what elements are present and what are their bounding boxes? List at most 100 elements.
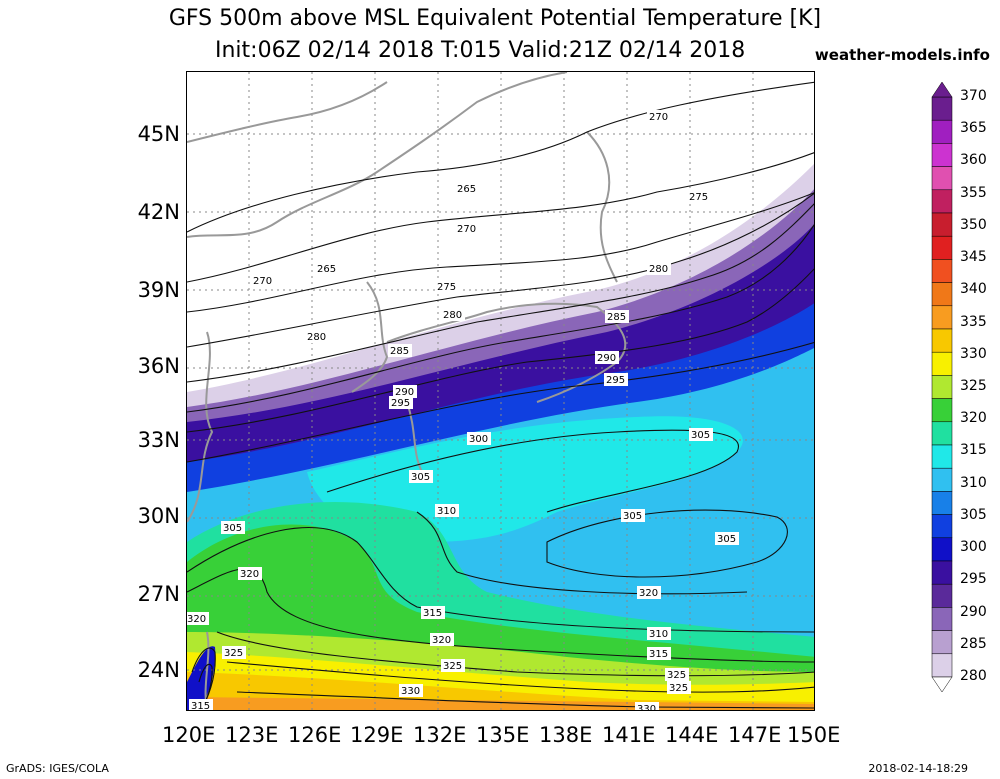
contour-label: 280 xyxy=(649,264,668,275)
contour-label: 325 xyxy=(667,670,686,681)
colorbar-swatch xyxy=(931,607,953,631)
colorbar-label: 280 xyxy=(960,668,987,684)
lon-label: 135E xyxy=(476,723,530,747)
contour-label: 300 xyxy=(469,434,488,445)
contour-label: 290 xyxy=(597,353,616,364)
contour-label: 320 xyxy=(639,588,658,599)
lat-label: 24N xyxy=(137,658,180,682)
lat-label: 45N xyxy=(137,122,180,146)
colorbar-swatch xyxy=(931,467,953,492)
contour-label: 315 xyxy=(191,701,210,711)
contour-label: 305 xyxy=(717,534,736,545)
colorbar-label: 295 xyxy=(960,571,987,588)
colorbar-swatch xyxy=(931,328,953,353)
contour-label: 270 xyxy=(457,224,476,235)
colorbar-swatch xyxy=(931,212,953,237)
colorbar-swatch xyxy=(931,259,953,283)
colorbar-swatch xyxy=(931,537,953,562)
contour-label: 305 xyxy=(691,430,710,441)
colorbar-swatch xyxy=(931,375,953,399)
contour-label: 325 xyxy=(224,648,243,659)
contour-label: 275 xyxy=(689,192,708,203)
contour-label: 320 xyxy=(240,569,259,580)
contour-label: 265 xyxy=(317,264,336,275)
colorbar-swatch xyxy=(931,630,953,655)
lon-label: 126E xyxy=(288,723,342,747)
contour-label: 315 xyxy=(649,649,668,660)
lat-label: 30N xyxy=(137,504,180,528)
contour-label: 330 xyxy=(637,704,656,711)
colorbar-swatch xyxy=(931,235,953,260)
colorbar-label: 365 xyxy=(960,120,987,137)
colorbar-label: 355 xyxy=(960,184,987,201)
lon-label: 147E xyxy=(728,723,782,747)
lon-label: 129E xyxy=(350,723,404,747)
contour-labels: 270 265 275 270 280 265 270 275 280 285 … xyxy=(187,110,739,711)
contour-label: 290 xyxy=(395,387,414,398)
contour-label: 265 xyxy=(457,184,476,195)
colorbar-swatch xyxy=(931,305,953,330)
contour-label: 295 xyxy=(606,375,625,386)
colorbar-label: 330 xyxy=(960,345,987,362)
colorbar-label: 345 xyxy=(960,249,987,266)
map-field: 270 265 275 270 280 265 270 275 280 285 … xyxy=(187,72,814,711)
contour-label: 325 xyxy=(443,661,462,672)
lon-label: 144E xyxy=(665,723,719,747)
contour-label: 320 xyxy=(187,614,206,625)
colorbar-label: 285 xyxy=(960,635,987,652)
contour-label: 270 xyxy=(649,112,668,123)
contour-label: 305 xyxy=(411,472,430,483)
chart-title-line1: GFS 500m above MSL Equivalent Potential … xyxy=(168,6,822,31)
colorbar-swatch xyxy=(931,583,953,608)
lat-label: 27N xyxy=(137,582,180,606)
colorbar-label: 300 xyxy=(960,539,987,556)
colorbar-swatch xyxy=(931,514,953,539)
lat-label: 42N xyxy=(137,200,180,224)
contour-label: 305 xyxy=(223,523,242,534)
colorbar-label: 305 xyxy=(960,506,987,523)
colorbar-bottom-arrow xyxy=(931,676,953,692)
colorbar-swatch xyxy=(931,653,953,678)
contour-label: 315 xyxy=(423,608,442,619)
colorbar xyxy=(931,82,953,692)
contour-label: 285 xyxy=(390,346,409,357)
colorbar-swatch xyxy=(931,189,953,214)
colorbar-swatch xyxy=(931,119,953,144)
contour-label: 285 xyxy=(607,312,626,323)
lon-label: 141E xyxy=(602,723,656,747)
contour-label: 325 xyxy=(669,683,688,694)
contour-label: 270 xyxy=(253,276,272,287)
contour-label: 275 xyxy=(437,282,456,293)
colorbar-top-arrow xyxy=(931,82,953,98)
contour-label: 280 xyxy=(443,310,462,321)
contour-label: 305 xyxy=(623,511,642,522)
colorbar-swatch xyxy=(931,421,953,446)
colorbar-label: 325 xyxy=(960,378,987,394)
colorbar-swatch xyxy=(931,282,953,307)
colorbar-swatch xyxy=(931,398,953,423)
colorbar-label: 320 xyxy=(960,410,987,427)
lat-label: 39N xyxy=(137,278,180,302)
colorbar-swatch xyxy=(931,444,953,469)
colorbar-label: 340 xyxy=(960,281,987,298)
colorbar-swatch xyxy=(931,351,953,376)
lon-label: 150E xyxy=(787,723,841,747)
colorbar-swatch xyxy=(931,143,953,167)
contour-label: 310 xyxy=(437,506,456,517)
colorbar-swatch xyxy=(931,491,953,515)
footer-right: 2018-02-14-18:29 xyxy=(868,762,968,775)
chart-title-line2: Init:06Z 02/14 2018 T:015 Valid:21Z 02/1… xyxy=(215,38,746,63)
colorbar-swatch xyxy=(931,560,953,585)
colorbar-label: 360 xyxy=(960,152,987,169)
colorbar-label: 350 xyxy=(960,216,987,233)
map-panel: 270 265 275 270 280 265 270 275 280 285 … xyxy=(186,71,815,711)
contour-label: 330 xyxy=(401,686,420,697)
lon-label: 120E xyxy=(162,723,216,747)
colorbar-swatch xyxy=(931,96,953,121)
lon-label: 123E xyxy=(225,723,279,747)
colorbar-label: 310 xyxy=(960,474,987,491)
lat-label: 33N xyxy=(137,428,180,452)
colorbar-label: 335 xyxy=(960,313,987,330)
footer-left: GrADS: IGES/COLA xyxy=(6,762,109,775)
colorbar-label: 315 xyxy=(960,442,987,459)
